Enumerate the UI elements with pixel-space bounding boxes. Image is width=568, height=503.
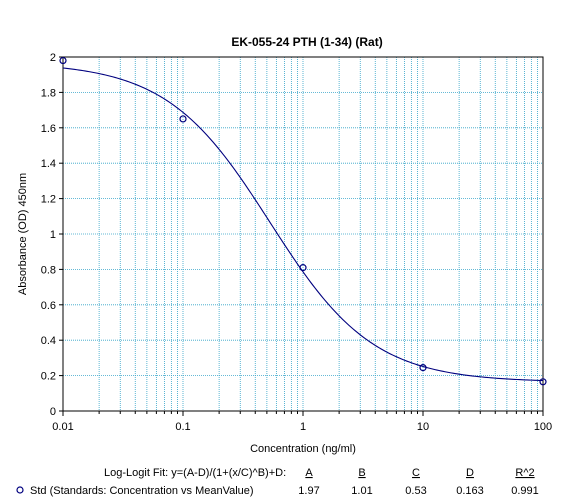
x-tick-label: 100: [534, 421, 552, 433]
data-points: [59, 56, 547, 386]
fit-value-b: 1.01: [351, 485, 372, 497]
axes: [59, 56, 544, 416]
fit-curve: [62, 67, 544, 382]
fit-header-r2: R^2: [515, 467, 534, 479]
fit-header-c: C: [412, 467, 420, 479]
x-tick-label: 10: [417, 421, 429, 433]
y-tick-label: 0: [50, 406, 56, 418]
fit-parameter-values: 1.97 1.01 0.53 0.163 0.991: [298, 485, 538, 497]
y-tick-label: 1.6: [41, 123, 56, 135]
grid: [63, 57, 543, 411]
x-axis-title: Concentration (ng/ml): [250, 443, 356, 455]
data-point: [539, 378, 547, 386]
fit-curve-layer: [62, 67, 544, 382]
x-tick-label: 0.01: [52, 421, 73, 433]
legend-marker-icon: [16, 486, 24, 494]
y-tick-label: 0.6: [41, 300, 56, 312]
fit-header-a: A: [305, 467, 313, 479]
fit-value-c: 0.53: [405, 485, 426, 497]
y-tick-label: 1.4: [41, 158, 56, 170]
fit-value-d: 0.163: [456, 485, 484, 497]
legend-series-label: Std (Standards: Concentration vs MeanVal…: [30, 485, 254, 497]
fit-header-b: B: [358, 467, 365, 479]
x-tick-label: 0.1: [175, 421, 190, 433]
chart-title: EK-055-24 PTH (1-34) (Rat): [231, 35, 382, 49]
y-axis-title: Absorbance (OD) 450nm: [17, 173, 29, 295]
y-tick-label: 0.8: [41, 264, 56, 276]
y-tick-label: 1: [50, 229, 56, 241]
x-tick-label: 1: [300, 421, 306, 433]
tick-labels: 0 0.2 0.4 0.6 0.8 1 1.2 1.4 1.6 1.8 2 0.01 0.1 1 10 100: [41, 52, 552, 433]
y-tick-label: 1.2: [41, 194, 56, 206]
data-point: [179, 115, 187, 123]
data-point: [299, 264, 307, 272]
fit-header-d: D: [466, 467, 474, 479]
fit-legend: Log-Logit Fit: y=(A-D)/(1+(x/C)^B)+D: A B…: [16, 467, 539, 497]
data-point: [419, 364, 427, 372]
fit-equation-label: Log-Logit Fit: y=(A-D)/(1+(x/C)^B)+D:: [104, 467, 286, 479]
fit-parameter-headers: A B C D R^2: [305, 467, 534, 479]
y-tick-label: 0.4: [41, 335, 56, 347]
y-tick-label: 2: [50, 52, 56, 64]
y-tick-label: 0.2: [41, 371, 56, 383]
data-point: [59, 56, 67, 65]
fit-value-r2: 0.991: [511, 485, 539, 497]
y-tick-label: 1.8: [41, 87, 56, 99]
fit-value-a: 1.97: [298, 485, 319, 497]
